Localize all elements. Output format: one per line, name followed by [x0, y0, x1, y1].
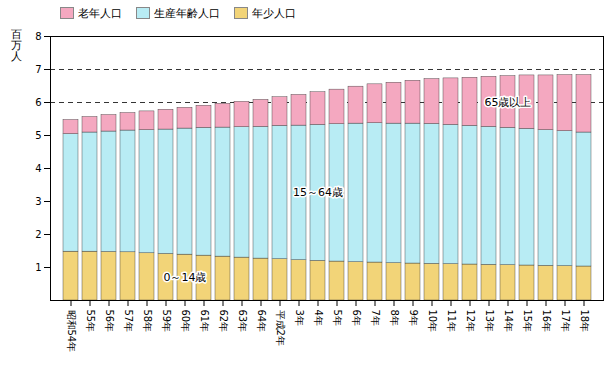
svg-text:16年: 16年 — [541, 310, 552, 333]
svg-text:65歳以上: 65歳以上 — [485, 96, 532, 109]
svg-text:7年: 7年 — [370, 310, 381, 326]
svg-text:昭和54年: 昭和54年 — [66, 310, 77, 353]
svg-text:10年: 10年 — [427, 310, 438, 333]
svg-text:55年: 55年 — [85, 310, 96, 333]
svg-text:11年: 11年 — [446, 310, 457, 333]
svg-text:15～64歳: 15～64歳 — [293, 186, 343, 199]
svg-text:12年: 12年 — [465, 310, 476, 333]
html-text:年少人口: 年少人口 — [252, 6, 296, 20]
svg-text:8年: 8年 — [389, 310, 400, 326]
svg-text:18年: 18年 — [579, 310, 590, 333]
svg-text:9年: 9年 — [408, 310, 419, 326]
svg-text:6: 6 — [35, 97, 41, 108]
svg-text:7: 7 — [35, 64, 41, 75]
svg-text:5年: 5年 — [332, 310, 343, 326]
svg-text:63年: 63年 — [237, 310, 248, 333]
svg-text:2: 2 — [35, 229, 41, 240]
svg-text:4年: 4年 — [313, 310, 324, 326]
svg-text:百万人: 百万人 — [11, 28, 22, 63]
svg-text:6年: 6年 — [351, 310, 362, 326]
svg-text:1: 1 — [35, 262, 41, 273]
svg-text:59年: 59年 — [161, 310, 172, 333]
svg-text:8: 8 — [35, 31, 41, 42]
svg-text:58年: 58年 — [142, 310, 153, 333]
html-text:生産年齢人口: 生産年齢人口 — [154, 6, 220, 20]
svg-text:64年: 64年 — [256, 310, 267, 333]
svg-text:3年: 3年 — [294, 310, 305, 326]
svg-text:57年: 57年 — [123, 310, 134, 333]
svg-text:5: 5 — [35, 130, 41, 141]
svg-text:0～14歳: 0～14歳 — [164, 271, 207, 284]
svg-text:3: 3 — [35, 196, 41, 207]
svg-text:62年: 62年 — [218, 310, 229, 333]
svg-text:4: 4 — [35, 163, 41, 174]
svg-text:15年: 15年 — [522, 310, 533, 333]
svg-text:61年: 61年 — [199, 310, 210, 333]
svg-text:17年: 17年 — [560, 310, 571, 333]
svg-text:60年: 60年 — [180, 310, 191, 333]
svg-text:14年: 14年 — [503, 310, 514, 333]
svg-text:56年: 56年 — [104, 310, 115, 333]
svg-text:平成2年: 平成2年 — [275, 310, 286, 346]
svg-text:13年: 13年 — [484, 310, 495, 333]
html-text:老年人口: 老年人口 — [78, 6, 122, 20]
